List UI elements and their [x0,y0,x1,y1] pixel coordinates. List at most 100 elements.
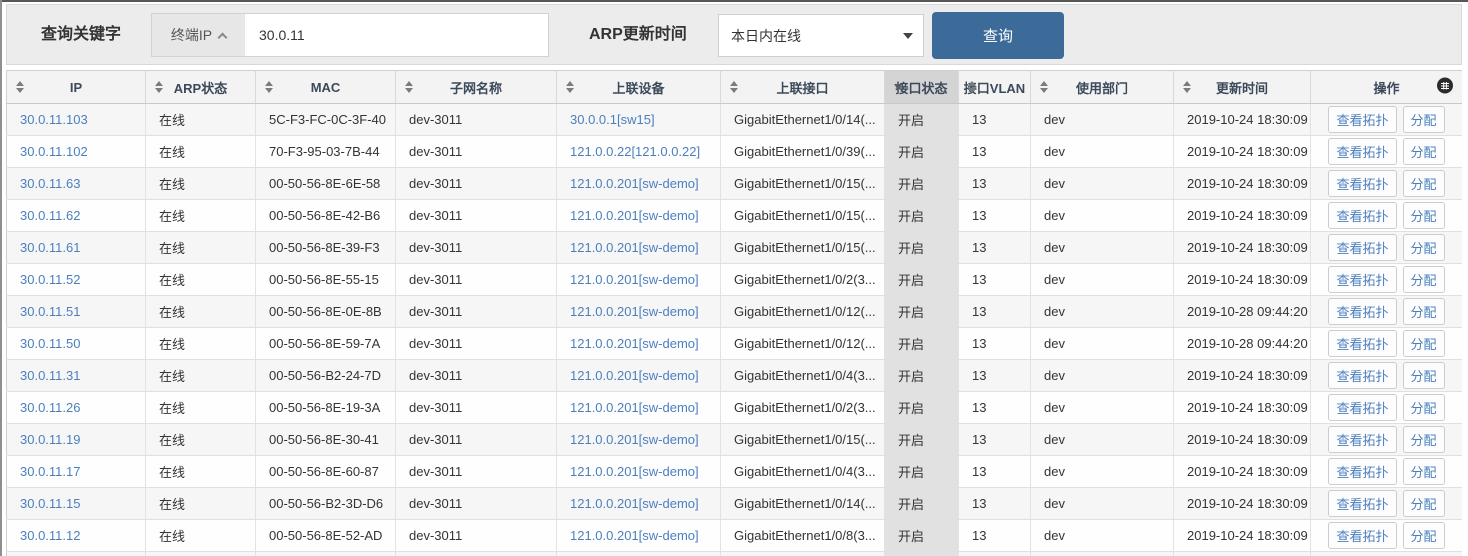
cell-uplink-port: GigabitEthernet1/0/4(3... [720,359,885,392]
uplink-device-link[interactable]: 121.0.0.22[121.0.0.22] [570,144,701,159]
cell-port-status: 开启 [884,327,959,360]
cell-mac: 00-50-56-8E-6E-58 [255,167,396,200]
view-topology-button[interactable]: 查看拓扑 [1328,266,1397,293]
ip-link[interactable]: 30.0.11.31 [20,368,81,383]
sort-icon [566,81,574,93]
ip-link[interactable]: 30.0.11.15 [20,496,81,511]
column-header-uplink-device[interactable]: 上联设备 [556,70,721,104]
cell-uplink-device: 121.0.0.201[sw-demo] [556,199,721,232]
column-header-arp-status[interactable]: ARP状态 [145,70,256,104]
view-topology-button[interactable]: 查看拓扑 [1328,138,1397,165]
assign-button[interactable]: 分配 [1402,522,1445,549]
uplink-device-link[interactable]: 121.0.0.201[sw-demo] [570,304,699,319]
assign-button[interactable]: 分配 [1402,490,1445,517]
keyword-input[interactable] [245,14,548,56]
ip-link[interactable]: 30.0.11.62 [20,208,81,223]
ip-link[interactable]: 30.0.11.52 [20,272,81,287]
cell-actions: 查看拓扑 分配 [1310,519,1462,552]
assign-button[interactable]: 分配 [1402,266,1445,293]
assign-button[interactable]: 分配 [1402,458,1445,485]
cell-uplink-device: 30.0.0.1[sw15] [556,103,721,136]
view-topology-button[interactable]: 查看拓扑 [1328,394,1397,421]
cell-port-status: 开启 [884,295,959,328]
table-row: 30.0.11.26 在线 00-50-56-8E-19-3A dev-3011 121… [6,391,1462,424]
ip-link[interactable]: 30.0.11.63 [20,176,81,191]
cell-port-status: 开启 [884,487,959,520]
uplink-device-link[interactable]: 121.0.0.201[sw-demo] [570,432,699,447]
view-topology-button[interactable]: 查看拓扑 [1328,362,1397,389]
ip-link[interactable]: 30.0.11.102 [20,144,88,159]
assign-button[interactable]: 分配 [1402,394,1445,421]
cell-port-vlan: 13 [958,359,1031,392]
ip-link[interactable]: 30.0.11.12 [20,528,81,543]
view-topology-button[interactable]: 查看拓扑 [1328,234,1397,261]
cell-ip: 30.0.11.26 [6,391,146,424]
column-header-ip[interactable]: IP [6,70,146,104]
query-button[interactable]: 查询 [932,12,1064,59]
column-header-update-time[interactable]: 更新时间 [1173,70,1311,104]
uplink-device-link[interactable]: 121.0.0.201[sw-demo] [570,528,699,543]
view-topology-button[interactable]: 查看拓扑 [1328,330,1397,357]
assign-button[interactable]: 分配 [1402,234,1445,261]
column-picker-icon[interactable] [1437,77,1453,97]
assign-button[interactable]: 分配 [1402,362,1445,389]
ip-link[interactable]: 30.0.11.51 [20,304,81,319]
view-topology-button[interactable]: 查看拓扑 [1328,458,1397,485]
ip-link[interactable]: 30.0.11.17 [20,464,81,479]
uplink-device-link[interactable]: 121.0.0.201[sw-demo] [570,400,699,415]
uplink-device-link[interactable]: 121.0.0.201[sw-demo] [570,368,699,383]
column-header-department[interactable]: 使用部门 [1030,70,1174,104]
assign-button[interactable]: 分配 [1402,170,1445,197]
cell-mac: 00-50-56-8E-42-B6 [255,199,396,232]
cell-port-vlan: 13 [958,231,1031,264]
column-header-port-vlan[interactable]: 接口VLAN [958,70,1031,104]
view-topology-button[interactable]: 查看拓扑 [1328,202,1397,229]
ip-link[interactable]: 30.0.11.103 [20,112,88,127]
cell-subnet-name: dev-3011 [395,263,557,296]
column-label: 子网名称 [449,80,502,96]
ip-link[interactable]: 30.0.11.61 [20,240,81,255]
column-header-mac[interactable]: MAC [255,70,396,104]
ip-link[interactable]: 30.0.11.50 [20,336,81,351]
arp-time-select[interactable]: 本日内在线 [718,14,924,57]
view-topology-button[interactable]: 查看拓扑 [1328,490,1397,517]
view-topology-button[interactable]: 查看拓扑 [1328,522,1397,549]
cell-empty [1173,551,1311,556]
ip-link[interactable]: 30.0.11.19 [20,432,81,447]
uplink-device-link[interactable]: 121.0.0.201[sw-demo] [570,208,699,223]
view-topology-button[interactable]: 查看拓扑 [1328,170,1397,197]
uplink-device-link[interactable]: 121.0.0.201[sw-demo] [570,176,699,191]
cell-port-vlan: 13 [958,487,1031,520]
cell-port-status: 开启 [884,455,959,488]
cell-port-vlan: 13 [958,103,1031,136]
uplink-device-link[interactable]: 121.0.0.201[sw-demo] [570,464,699,479]
view-topology-button[interactable]: 查看拓扑 [1328,298,1397,325]
cell-update-time: 2019-10-24 18:30:09 [1173,199,1311,232]
cell-actions: 查看拓扑 分配 [1310,103,1462,136]
cell-subnet-name: dev-3011 [395,135,557,168]
assign-button[interactable]: 分配 [1402,106,1445,133]
column-header-uplink-port[interactable]: 上联接口 [720,70,885,104]
uplink-device-link[interactable]: 30.0.0.1[sw15] [570,112,655,127]
cell-mac: 70-F3-95-03-7B-44 [255,135,396,168]
column-header-port-status[interactable]: 接口状态 [884,70,959,104]
assign-button[interactable]: 分配 [1402,330,1445,357]
cell-mac: 00-50-56-B2-24-7D [255,359,396,392]
uplink-device-link[interactable]: 121.0.0.201[sw-demo] [570,272,699,287]
view-topology-button[interactable]: 查看拓扑 [1328,106,1397,133]
ip-link[interactable]: 30.0.11.26 [20,400,81,415]
view-topology-button[interactable]: 查看拓扑 [1328,426,1397,453]
cell-ip: 30.0.11.50 [6,327,146,360]
field-selector-dropdown[interactable]: 终端IP [152,14,245,56]
arp-table-container: IP ARP状态 MAC 子网名称 上联设备 上联接口 接口状态 接口VLAN 使用部门 更新时间… [6,70,1462,556]
assign-button[interactable]: 分配 [1402,298,1445,325]
uplink-device-link[interactable]: 121.0.0.201[sw-demo] [570,336,699,351]
sort-desc-icon [894,84,902,90]
assign-button[interactable]: 分配 [1402,138,1445,165]
assign-button[interactable]: 分配 [1402,202,1445,229]
cell-empty [884,551,959,556]
column-header-subnet-name[interactable]: 子网名称 [395,70,557,104]
assign-button[interactable]: 分配 [1402,426,1445,453]
uplink-device-link[interactable]: 121.0.0.201[sw-demo] [570,240,699,255]
uplink-device-link[interactable]: 121.0.0.201[sw-demo] [570,496,699,511]
